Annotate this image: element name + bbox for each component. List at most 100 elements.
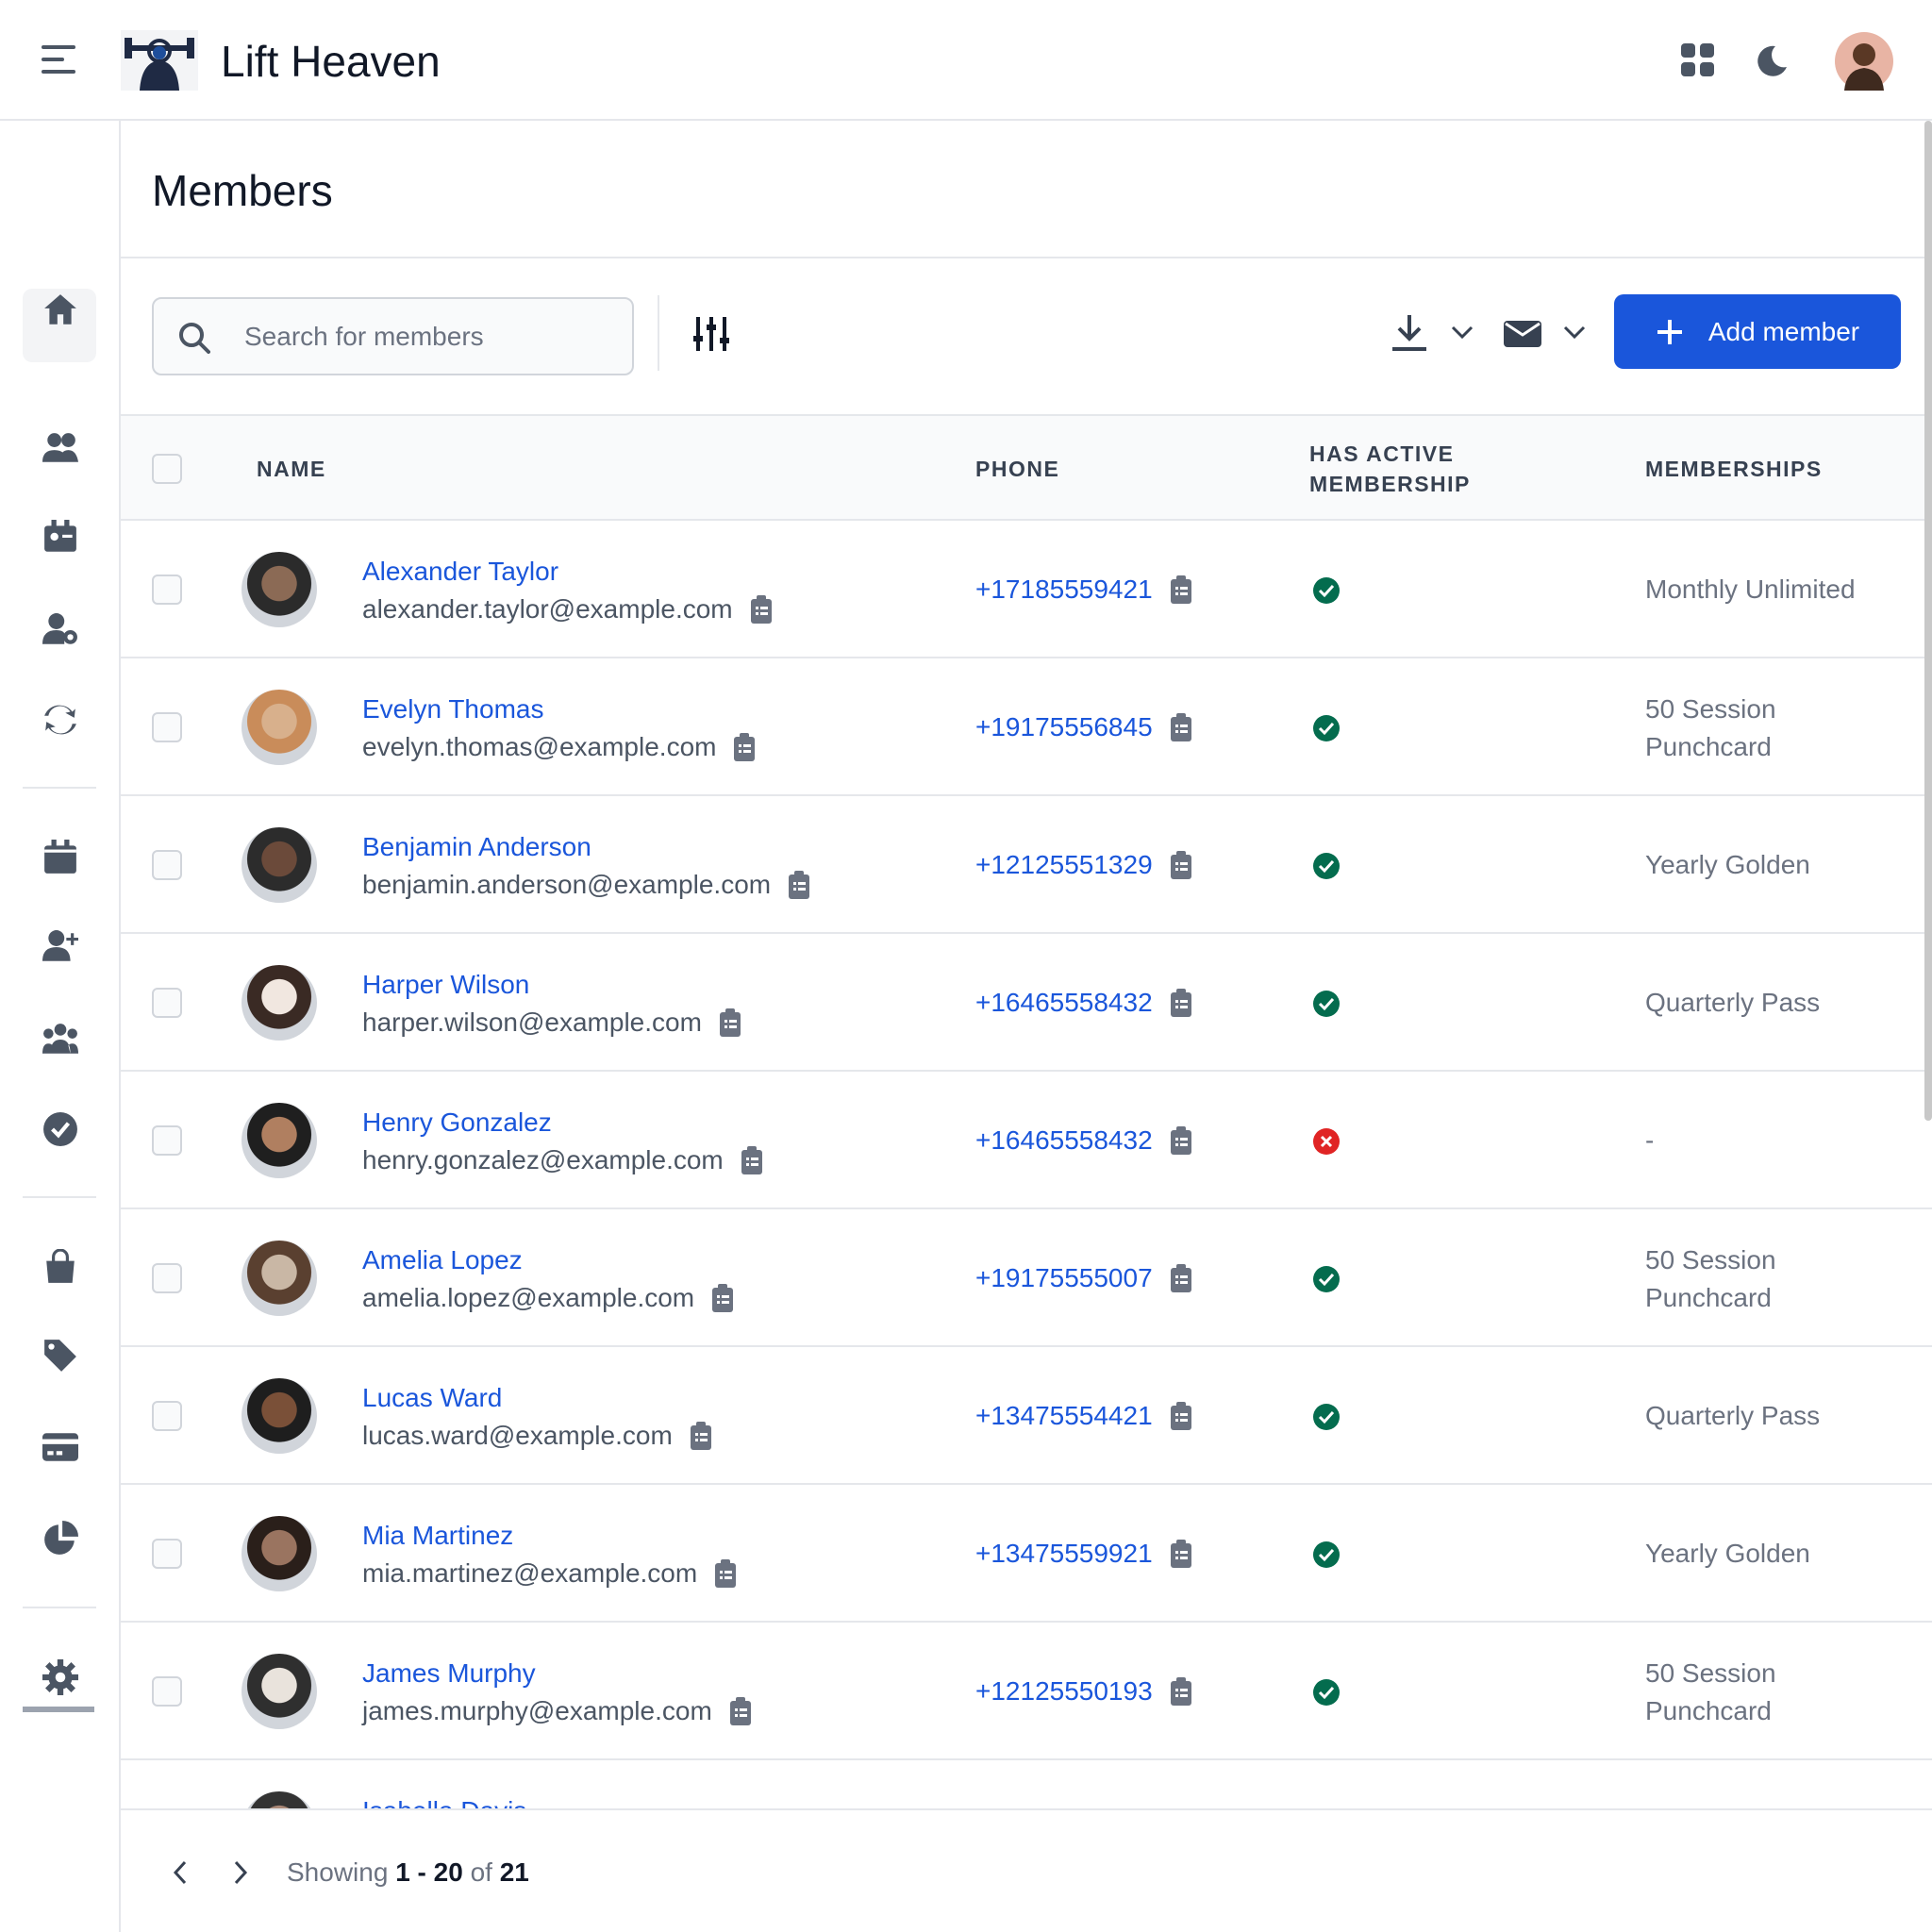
- member-name[interactable]: Amelia Lopez: [362, 1245, 523, 1274]
- nav-icon: [43, 1112, 77, 1146]
- row-checkbox[interactable]: [152, 1263, 182, 1293]
- phone-text[interactable]: +13475559921: [975, 1539, 1153, 1568]
- phone-text[interactable]: +17185559421: [975, 575, 1153, 604]
- phone-text[interactable]: +16465558432: [975, 988, 1153, 1017]
- nav-icon: [42, 1433, 78, 1461]
- download-icon[interactable]: [1392, 313, 1426, 353]
- phone-text[interactable]: +12125550193: [975, 1676, 1153, 1706]
- copy-icon[interactable]: [1170, 713, 1192, 741]
- nav-icon: [42, 433, 78, 462]
- member-row: Lucas Ward lucas.ward@example.com +1347555…: [121, 1347, 1932, 1485]
- nav-shop[interactable]: [42, 1248, 78, 1285]
- member-row: Harper Wilson harper.wilson@example.com +1…: [121, 934, 1932, 1072]
- copy-icon[interactable]: [733, 733, 756, 761]
- nav-staff[interactable]: [42, 612, 78, 648]
- email-icon[interactable]: [1504, 319, 1541, 349]
- membership: 50 Session Punchcard: [1645, 694, 1776, 761]
- row-checkbox[interactable]: [152, 1539, 182, 1569]
- copy-icon[interactable]: [1170, 1677, 1192, 1706]
- copy-icon[interactable]: [711, 1284, 734, 1312]
- member-name[interactable]: Mia Martinez: [362, 1521, 514, 1550]
- email-text: harper.wilson@example.com: [362, 1008, 702, 1037]
- member-name[interactable]: Alexander Taylor: [362, 557, 559, 586]
- filter-icon[interactable]: [692, 315, 730, 353]
- active-check: [1312, 714, 1341, 742]
- add-member-button[interactable]: Add member: [1614, 294, 1901, 369]
- plus-icon: [1657, 319, 1682, 344]
- row-checkbox[interactable]: [152, 1401, 182, 1431]
- membership: Yearly Golden: [1645, 1539, 1810, 1568]
- nav-settings[interactable]: [42, 1659, 78, 1695]
- member-name[interactable]: Harper Wilson: [362, 970, 530, 999]
- row-checkbox[interactable]: [152, 1676, 182, 1707]
- nav-members[interactable]: [42, 430, 78, 466]
- copy-icon[interactable]: [1170, 1264, 1192, 1292]
- phone-text[interactable]: +12125551329: [975, 850, 1153, 879]
- membership: -: [1645, 1125, 1655, 1155]
- copy-icon[interactable]: [1170, 1540, 1192, 1568]
- row-checkbox[interactable]: [152, 850, 182, 880]
- nav-add-member[interactable]: [42, 929, 78, 965]
- email-text: evelyn.thomas@example.com: [362, 732, 717, 761]
- row-checkbox[interactable]: [152, 988, 182, 1018]
- row-checkbox[interactable]: [152, 1125, 182, 1156]
- nav-payments[interactable]: [42, 1429, 78, 1465]
- member-email: mia.martinez@example.com: [362, 1555, 737, 1592]
- inactive-mark: [1312, 1127, 1341, 1156]
- phone-text[interactable]: +16465558432: [975, 1125, 1153, 1155]
- member-email: james.murphy@example.com: [362, 1692, 752, 1730]
- email-text: amelia.lopez@example.com: [362, 1283, 695, 1312]
- copy-icon[interactable]: [1170, 989, 1192, 1017]
- membership: 50 Session Punchcard: [1645, 1245, 1776, 1312]
- nav-reports[interactable]: [42, 1521, 78, 1557]
- nav-divider: [23, 787, 96, 789]
- row-checkbox[interactable]: [152, 712, 182, 742]
- copy-icon[interactable]: [690, 1422, 712, 1450]
- column-header: NAME: [257, 457, 326, 481]
- copy-icon[interactable]: [788, 871, 810, 899]
- member-name[interactable]: Evelyn Thomas: [362, 694, 544, 724]
- nav-check-ins[interactable]: [42, 1111, 78, 1147]
- member-name[interactable]: Lucas Ward: [362, 1383, 503, 1412]
- member-email: alexander.taylor@example.com: [362, 591, 773, 628]
- copy-icon[interactable]: [1170, 575, 1192, 604]
- apps-icon[interactable]: [1681, 43, 1715, 77]
- dark-mode-icon[interactable]: [1757, 44, 1789, 76]
- nav-renewals[interactable]: [42, 702, 78, 738]
- next-page[interactable]: [232, 1859, 249, 1886]
- nav-home[interactable]: [42, 292, 78, 328]
- copy-icon[interactable]: [1170, 1126, 1192, 1155]
- phone-text[interactable]: +13475554421: [975, 1401, 1153, 1430]
- active-check: [1312, 1541, 1341, 1569]
- copy-icon[interactable]: [741, 1146, 763, 1174]
- membership: Quarterly Pass: [1645, 988, 1821, 1017]
- nav-classes[interactable]: [42, 520, 78, 556]
- phone-text[interactable]: +19175555007: [975, 1263, 1153, 1292]
- member-name[interactable]: Benjamin Anderson: [362, 832, 591, 861]
- row-checkbox[interactable]: [152, 575, 182, 605]
- nav-discounts[interactable]: [42, 1338, 78, 1374]
- member-name[interactable]: Henry Gonzalez: [362, 1108, 552, 1137]
- member-name[interactable]: James Murphy: [362, 1658, 536, 1688]
- user-avatar[interactable]: [1835, 32, 1893, 91]
- copy-icon[interactable]: [1170, 1402, 1192, 1430]
- download-menu-chevron[interactable]: [1451, 325, 1474, 340]
- email-menu-chevron[interactable]: [1563, 325, 1586, 340]
- nav-calendar[interactable]: [42, 840, 78, 875]
- select-all-checkbox[interactable]: [152, 454, 182, 484]
- copy-icon[interactable]: [729, 1697, 752, 1725]
- prev-page[interactable]: [172, 1859, 189, 1886]
- phone-text[interactable]: +19175556845: [975, 712, 1153, 741]
- member-email: amelia.lopez@example.com: [362, 1279, 734, 1317]
- member-avatar: [242, 552, 317, 627]
- nav-divider: [23, 1607, 96, 1608]
- copy-icon[interactable]: [719, 1008, 741, 1037]
- copy-icon[interactable]: [1170, 851, 1192, 879]
- nav-icon: [44, 520, 76, 552]
- copy-icon[interactable]: [750, 595, 773, 624]
- member-avatar: [242, 1516, 317, 1591]
- menu-icon[interactable]: [42, 43, 77, 75]
- search-box[interactable]: Search for members: [152, 297, 634, 375]
- copy-icon[interactable]: [714, 1559, 737, 1588]
- nav-groups[interactable]: [42, 1022, 78, 1058]
